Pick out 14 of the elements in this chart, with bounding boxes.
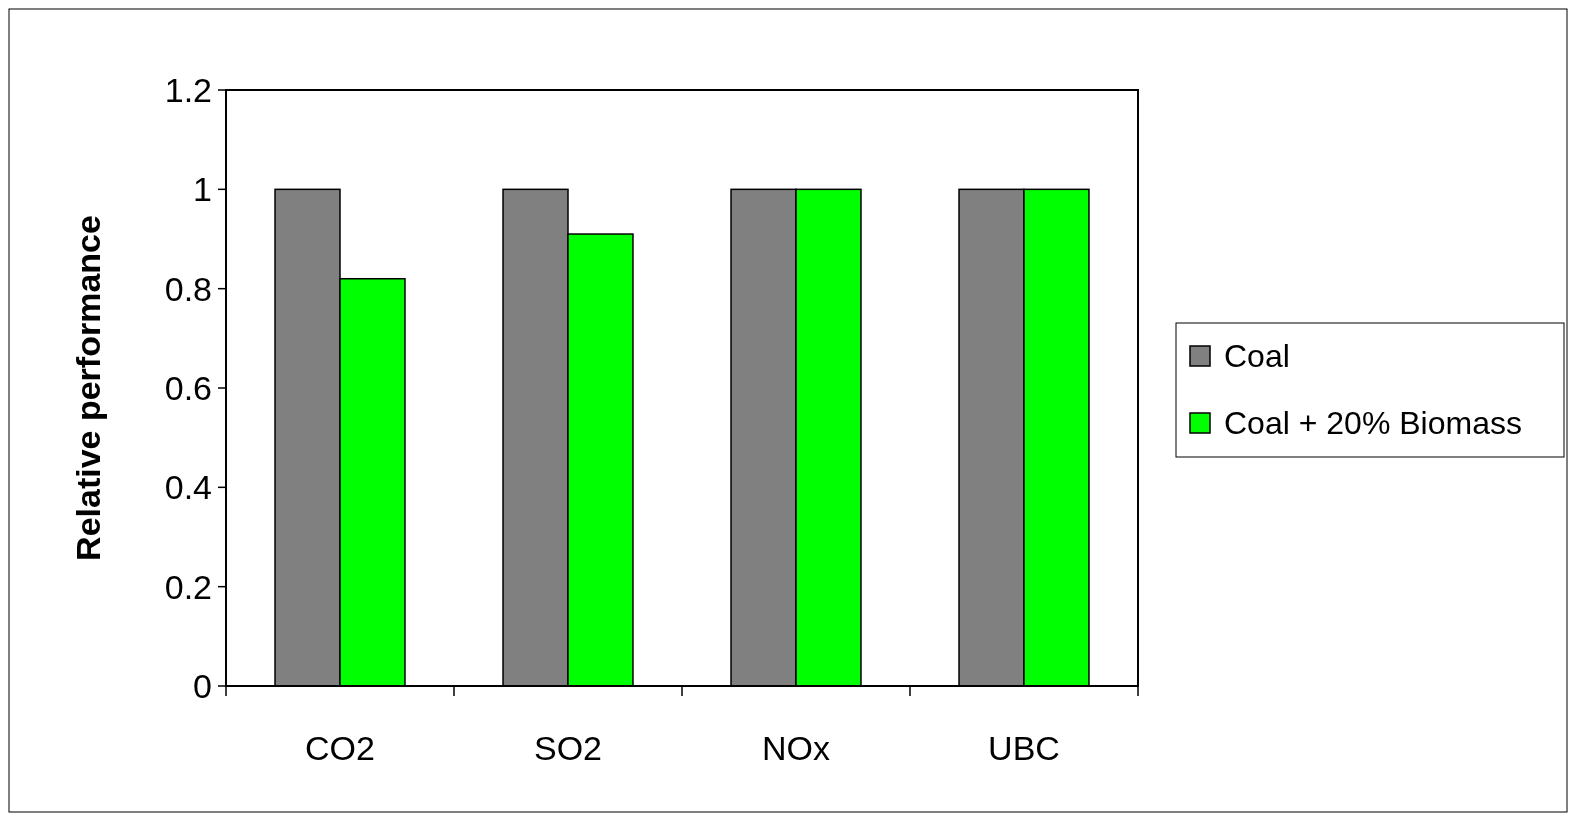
y-tick-label: 0.2 (164, 567, 212, 606)
x-tick-label: UBC (988, 729, 1060, 767)
y-tick-label: 0.4 (164, 468, 212, 507)
y-tick-label: 1 (193, 170, 212, 209)
x-tick-label: NOx (762, 729, 830, 767)
x-tick-label: CO2 (305, 729, 375, 767)
y-tick-label: 0.8 (164, 269, 212, 308)
y-tick-label: 1.2 (164, 70, 212, 109)
legend-label: Coal + 20% Biomass (1224, 405, 1522, 442)
legend-label: Coal (1224, 338, 1290, 375)
y-tick-label: 0.6 (164, 368, 212, 407)
y-tick-label: 0 (193, 666, 212, 705)
y-axis-title: Relative performance (69, 215, 107, 561)
x-tick-label: SO2 (533, 729, 603, 767)
